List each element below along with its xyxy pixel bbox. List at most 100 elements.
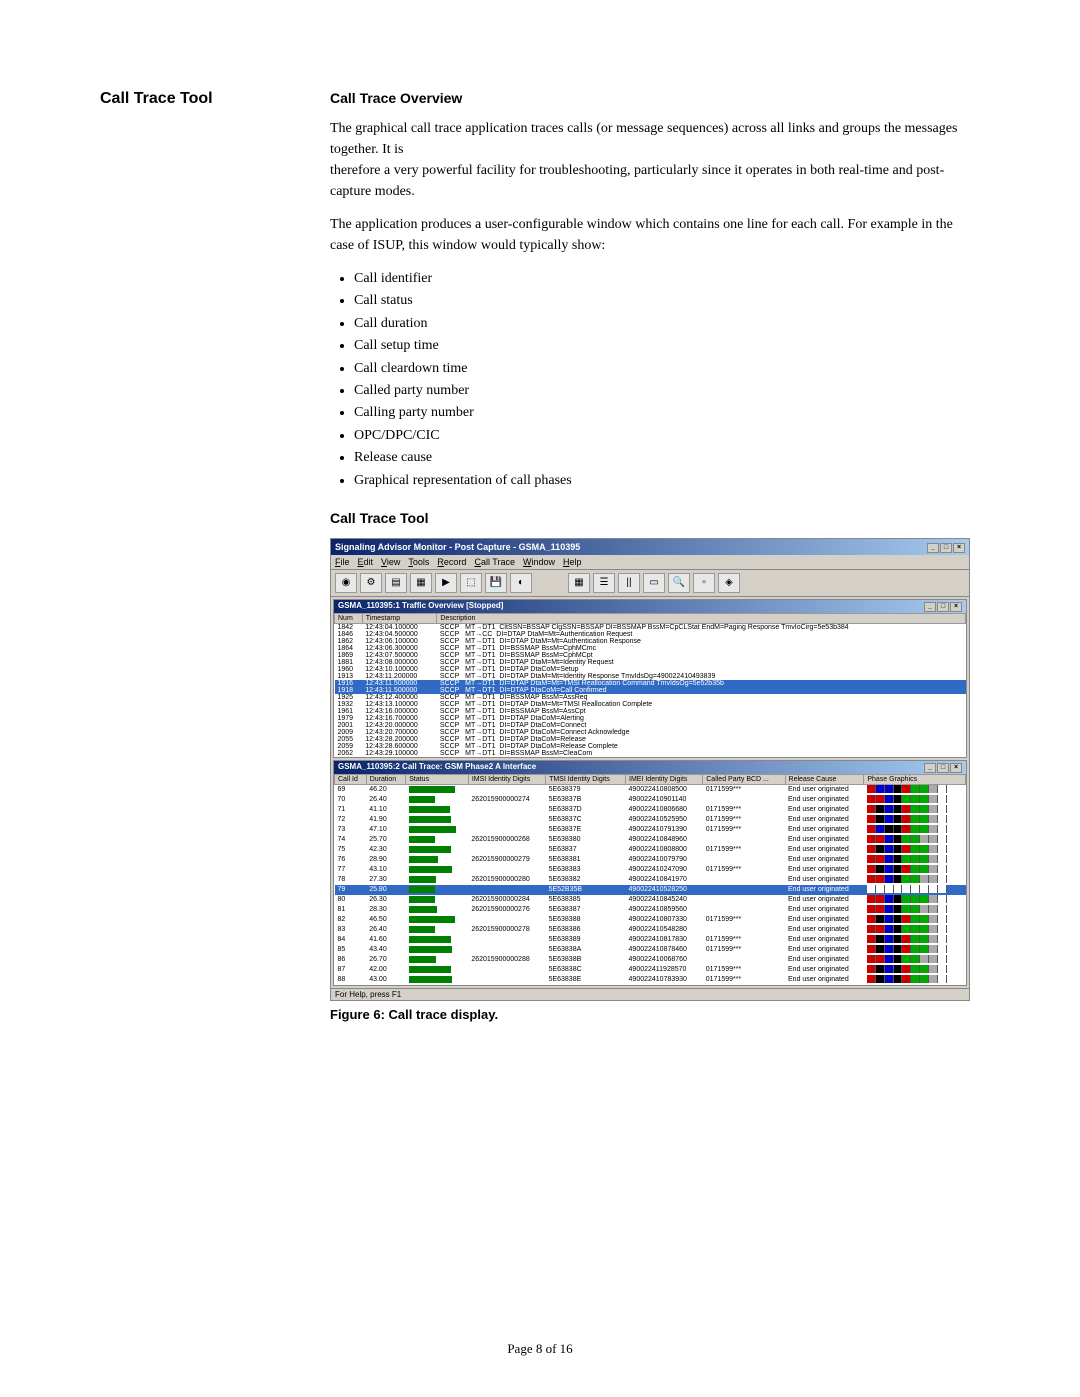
toolbar-btn[interactable]: ◐ [510, 573, 532, 593]
toolbar-btn[interactable]: ▤ [385, 573, 407, 593]
menu-item[interactable]: View [381, 557, 400, 567]
table-row[interactable]: 7141.105E63837D4900224108066800171599***… [335, 805, 966, 815]
toolbar-btn[interactable]: ▶ [435, 573, 457, 593]
table-row[interactable]: 193212:43:13.100000SCCP MT→DT1 DI=DTAP D… [335, 701, 966, 708]
table-row[interactable]: 7241.905E63837C4900224105259500171599***… [335, 815, 966, 825]
table-row[interactable]: 191812:43:11.500000SCCP MT→DT1 DI=DTAP D… [335, 687, 966, 694]
column-header[interactable]: Called Party BCD ... [703, 774, 785, 784]
table-row[interactable]: 184612:43:04.500000SCCP MT→CC DI=DTAP Dt… [335, 631, 966, 638]
menu-item[interactable]: File [335, 557, 350, 567]
table-row[interactable]: 7026.402620159000002745E63837B4900224109… [335, 795, 966, 805]
toolbar-btn[interactable]: 🔍 [668, 573, 690, 593]
toolbar-btn[interactable]: || [618, 573, 640, 593]
toolbar-btn[interactable]: ▫ [693, 573, 715, 593]
column-header[interactable]: Timestamp [362, 613, 437, 623]
table-row[interactable]: 196112:43:16.000000SCCP MT→DT1 DI=BSSMAP… [335, 708, 966, 715]
tool-title: Call Trace Tool [330, 510, 970, 526]
table-row[interactable]: 8326.402620159000002785E6383864900224105… [335, 925, 966, 935]
table-row[interactable]: 8543.405E63838A4900224108784600171599***… [335, 945, 966, 955]
bullet-item: Call status [354, 290, 970, 312]
phase-graphics [867, 895, 947, 903]
column-header[interactable]: IMEI Identity Digits [626, 774, 703, 784]
titlebar: Signaling Advisor Monitor - Post Capture… [331, 539, 969, 555]
table-row[interactable]: 205512:43:28.200000SCCP MT→DT1 DI=DTAP D… [335, 736, 966, 743]
table-row[interactable]: 186912:43:07.500000SCCP MT→DT1 DI=BSSMAP… [335, 652, 966, 659]
pane-controls[interactable]: _□× [923, 762, 962, 773]
toolbar-btn[interactable]: ⬚ [460, 573, 482, 593]
toolbar-btn[interactable]: ▭ [643, 573, 665, 593]
table-row[interactable]: 7827.302620159000002805E6383824900224108… [335, 875, 966, 885]
toolbar-btn[interactable]: ◉ [335, 573, 357, 593]
menu-item[interactable]: Help [563, 557, 582, 567]
figure-caption: Figure 6: Call trace display. [330, 1007, 970, 1022]
toolbar-btn[interactable]: ▦ [410, 573, 432, 593]
table-row[interactable]: 191312:43:11.200000SCCP MT→DT1 DI=DTAP D… [335, 673, 966, 680]
phase-graphics [867, 815, 947, 823]
menu-item[interactable]: Edit [358, 557, 374, 567]
table-row[interactable]: 206212:43:29.100000SCCP MT→DT1 DI=BSSMAP… [335, 750, 966, 757]
table-row[interactable]: 191612:43:11.500000SCCP MT→DT1 DI=DTAP D… [335, 680, 966, 687]
phase-graphics [867, 835, 947, 843]
traffic-table[interactable]: NumTimestampDescription 184212:43:04.100… [334, 613, 966, 757]
table-row[interactable]: 184212:43:04.100000SCCP MT→DT1 CltSSN=BS… [335, 623, 966, 631]
table-row[interactable]: 197912:43:16.700000SCCP MT→DT1 DI=DTAP D… [335, 715, 966, 722]
call-table[interactable]: Call IdDurationStatusIMSI Identity Digit… [334, 774, 966, 985]
overview-bullets: Call identifierCall statusCall durationC… [330, 268, 970, 492]
toolbar-btn[interactable]: 💾 [485, 573, 507, 593]
column-header[interactable]: Phase Graphics [864, 774, 966, 784]
phase-graphics [867, 825, 947, 833]
column-header[interactable]: Release Cause [785, 774, 864, 784]
table-row[interactable]: 7347.105E63837E4900224107913900171599***… [335, 825, 966, 835]
window-title: Signaling Advisor Monitor - Post Capture… [335, 542, 580, 552]
table-row[interactable]: 186212:43:06.100000SCCP MT→DT1 DI=DTAP D… [335, 638, 966, 645]
phase-graphics [867, 795, 947, 803]
table-row[interactable]: 8626.702620159000002885E63838B4900224100… [335, 955, 966, 965]
table-row[interactable]: 8742.005E63838C4900224119285700171599***… [335, 965, 966, 975]
table-row[interactable]: 8843.005E63838E4900224107839300171599***… [335, 975, 966, 985]
menu-item[interactable]: Record [437, 557, 466, 567]
toolbar-btn[interactable]: ☰ [593, 573, 615, 593]
bullet-item: Release cause [354, 447, 970, 469]
toolbar-btn[interactable]: ▦ [568, 573, 590, 593]
phase-graphics [867, 855, 947, 863]
table-row[interactable]: 8026.302620159000002845E6383854900224108… [335, 895, 966, 905]
table-row[interactable]: 7628.902620159000002795E6383814900224100… [335, 855, 966, 865]
table-row[interactable]: 200112:43:20.000000SCCP MT→DT1 DI=DTAP D… [335, 722, 966, 729]
phase-graphics [867, 785, 947, 793]
table-row[interactable]: 196012:43:10.100000SCCP MT→DT1 DI=DTAP D… [335, 666, 966, 673]
menubar[interactable]: File Edit View Tools Record Call Trace Window H… [331, 555, 969, 570]
toolbar-btn[interactable]: ⚙ [360, 573, 382, 593]
table-row[interactable]: 7425.702620159000002685E6383804900224108… [335, 835, 966, 845]
table-row[interactable]: 8441.605E6383894900224108178300171599***… [335, 935, 966, 945]
pane-controls[interactable]: _□× [923, 601, 962, 612]
toolbar-btn[interactable]: ◈ [718, 573, 740, 593]
menu-item[interactable]: Call Trace [474, 557, 515, 567]
table-row[interactable]: 7743.105E6383834900224102470900171599***… [335, 865, 966, 875]
table-row[interactable]: 200912:43:20.700000SCCP MT→DT1 DI=DTAP D… [335, 729, 966, 736]
table-row[interactable]: 192512:43:12.400000SCCP MT→DT1 DI=BSSMAP… [335, 694, 966, 701]
table-row[interactable]: 188112:43:08.000000SCCP MT→DT1 DI=DTAP D… [335, 659, 966, 666]
column-header[interactable]: Duration [366, 774, 406, 784]
table-row[interactable]: 8246.505E6383884900224108073300171599***… [335, 915, 966, 925]
table-row[interactable]: 7542.305E638374900224108088000171599***E… [335, 845, 966, 855]
table-row[interactable]: 8128.302620159000002765E6383874900224108… [335, 905, 966, 915]
table-row[interactable]: 6946.205E6383794900224108085000171599***… [335, 784, 966, 795]
column-header[interactable]: IMSI Identity Digits [468, 774, 545, 784]
phase-graphics [867, 975, 947, 983]
call-trace-pane: GSMA_110395:2 Call Trace: GSM Phase2 A I… [333, 760, 967, 986]
menu-item[interactable]: Window [523, 557, 555, 567]
window-controls[interactable]: _□× [926, 541, 965, 553]
column-header[interactable]: Call Id [335, 774, 367, 784]
column-header[interactable]: Status [406, 774, 469, 784]
column-header[interactable]: TMSI Identity Digits [546, 774, 626, 784]
column-header[interactable]: Description [437, 613, 966, 623]
table-row[interactable]: 205912:43:28.600000SCCP MT→DT1 DI=DTAP D… [335, 743, 966, 750]
menu-item[interactable]: Tools [408, 557, 429, 567]
table-row[interactable]: 186412:43:06.300000SCCP MT→DT1 DI=BSSMAP… [335, 645, 966, 652]
column-header[interactable]: Num [335, 613, 363, 623]
toolbar[interactable]: ◉ ⚙ ▤ ▦ ▶ ⬚ 💾 ◐ ▦ ☰ || ▭ 🔍 ▫ ◈ [331, 570, 969, 597]
statusbar: For Help, press F1 [331, 988, 969, 1000]
table-row[interactable]: 7925.805E52B35B490022410528250End user o… [335, 885, 966, 895]
phase-graphics [867, 935, 947, 943]
bullet-item: Call setup time [354, 335, 970, 357]
